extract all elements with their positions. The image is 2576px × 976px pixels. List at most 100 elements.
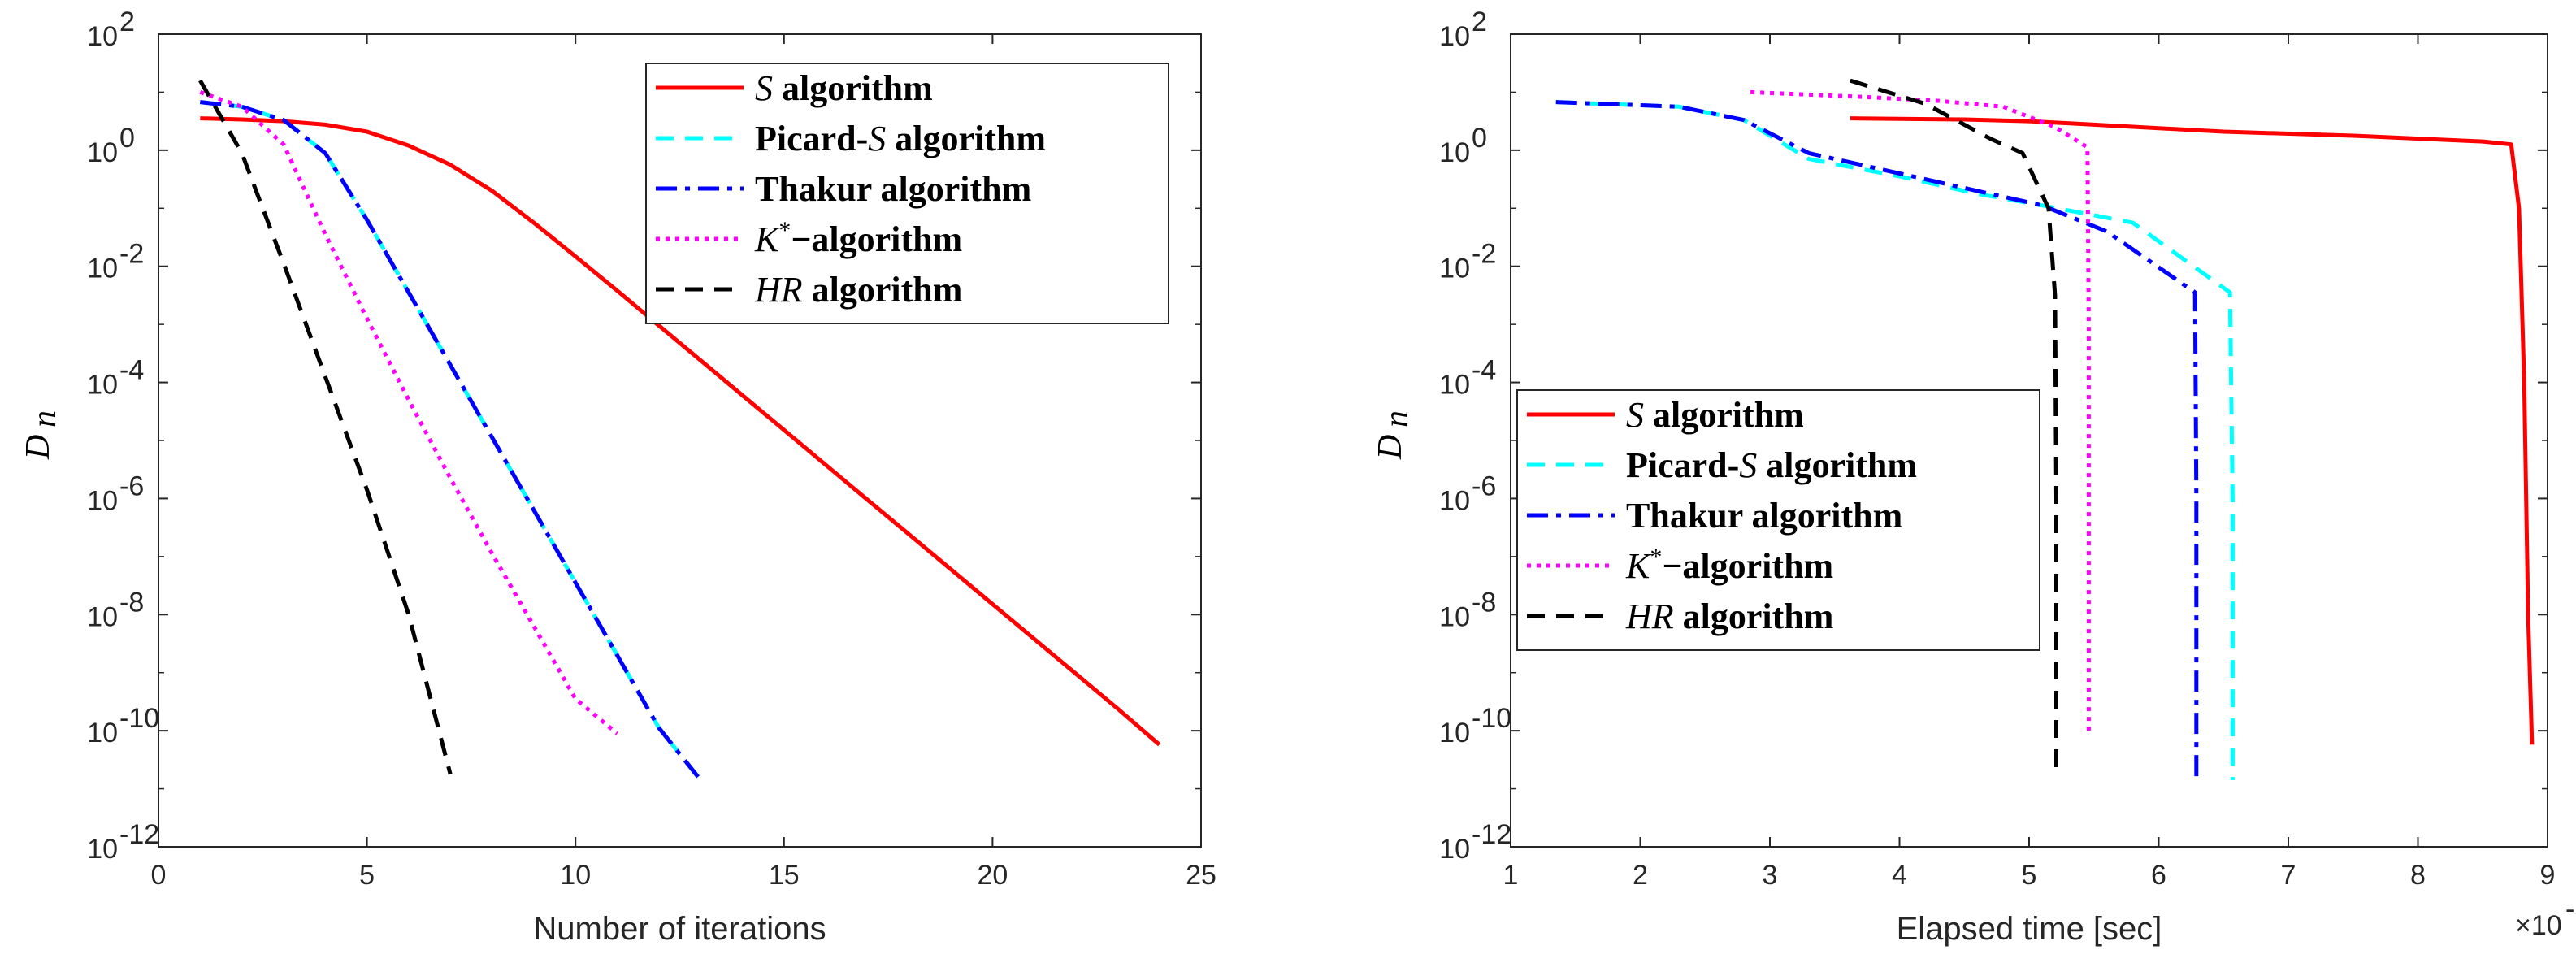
x-tick-label: 9	[2540, 860, 2556, 891]
x-tick-label: 0	[151, 860, 167, 891]
y-tick-label: 10 -12	[1439, 819, 1511, 865]
y-axis-label-main: D	[1372, 435, 1409, 460]
y-tick-base: 10	[1439, 601, 1470, 632]
x-tick-label: 6	[2151, 860, 2166, 891]
legend-label-part: algorithm	[803, 270, 963, 310]
y-tick-base: 10	[87, 601, 118, 632]
y-tick-base: 10	[87, 834, 118, 865]
x-multiplier-exponent: -3	[2565, 894, 2576, 925]
legend-item: K*−algorithm	[1527, 544, 1833, 587]
y-tick-base: 10	[1439, 834, 1470, 865]
y-tick-base: 10	[87, 254, 118, 284]
legend-label: S algorithm	[1626, 395, 1804, 435]
legend-item: Picard-S algorithm	[656, 119, 1046, 158]
x-tick-label: 7	[2281, 860, 2296, 891]
y-tick-base: 10	[87, 370, 118, 401]
legend-label: S algorithm	[755, 68, 933, 108]
x-tick-label: 4	[1892, 860, 1907, 891]
legend-label: K*−algorithm	[754, 217, 962, 260]
y-tick-label: 10 -10	[87, 703, 159, 748]
y-tick-base: 10	[87, 137, 118, 168]
series-line-thakur-algorithm	[200, 100, 703, 782]
legend-item: HR algorithm	[1527, 596, 1833, 636]
y-tick-exponent: 2	[119, 7, 135, 37]
x-axis-multiplier: ×10-3	[2515, 894, 2576, 941]
legend-label-part: Picard-	[755, 119, 868, 158]
y-tick-label: 10 -2	[1439, 239, 1496, 284]
x-tick-label: 20	[977, 860, 1008, 891]
legend-label: Picard-S algorithm	[755, 119, 1046, 158]
y-tick-label: 10 -10	[1439, 703, 1511, 748]
legend-label-part: Picard-	[1626, 445, 1739, 485]
y-axis-label-main: D	[20, 435, 57, 460]
y-tick-exponent: -8	[1472, 587, 1496, 618]
y-tick-base: 10	[87, 485, 118, 516]
x-tick-label: 1	[1503, 860, 1519, 891]
legend-label: Picard-S algorithm	[1626, 445, 1917, 485]
legend-label-part: K	[1625, 546, 1652, 586]
y-tick-exponent: -2	[119, 239, 144, 270]
y-axis-label: Dn	[20, 410, 63, 460]
y-tick-label: 10 -12	[87, 819, 159, 865]
y-tick-exponent: 0	[1472, 123, 1487, 154]
y-axis-label-sub: n	[1378, 410, 1416, 427]
series-line-k-algorithm	[199, 90, 619, 735]
y-tick-base: 10	[1439, 718, 1470, 748]
y-tick-label: 10 -8	[1439, 587, 1496, 632]
legend-label-part: Thakur algorithm	[755, 169, 1031, 209]
x-multiplier-base: ×10	[2515, 910, 2562, 941]
y-tick-label: 10 2	[87, 7, 135, 52]
y-axis-label: Dn	[1372, 410, 1416, 460]
legend-label: K*−algorithm	[1625, 544, 1833, 587]
legend-label-part: Thakur algorithm	[1626, 496, 1902, 536]
legend-label-part: K	[754, 219, 781, 259]
x-tick-label: 15	[769, 860, 800, 891]
legend-label-part: −algorithm	[1662, 546, 1833, 586]
legend-label: Thakur algorithm	[755, 169, 1031, 209]
y-tick-base: 10	[87, 718, 118, 748]
x-tick-label: 5	[359, 860, 375, 891]
legend-label: Thakur algorithm	[1626, 496, 1902, 536]
y-tick-base: 10	[1439, 485, 1470, 516]
y-tick-exponent: -8	[119, 587, 144, 618]
x-tick-label: 2	[1633, 860, 1648, 891]
legend-label: HR algorithm	[754, 270, 962, 310]
x-tick-label: 10	[560, 860, 591, 891]
y-tick-label: 10 -8	[87, 587, 144, 632]
y-axis-label-sub: n	[26, 410, 63, 427]
y-tick-exponent: -10	[119, 703, 159, 734]
y-tick-base: 10	[1439, 137, 1470, 168]
legend-item: K*−algorithm	[656, 217, 962, 260]
legend-label: HR algorithm	[1625, 596, 1833, 636]
y-tick-exponent: -4	[1472, 355, 1496, 386]
y-tick-exponent: -2	[1472, 239, 1496, 270]
series-line-hr-algorithm	[198, 79, 453, 775]
y-tick-label: 10 -2	[87, 239, 144, 284]
legend-label-part: algorithm	[773, 68, 933, 108]
legend-label-part: algorithm	[1757, 445, 1917, 485]
y-tick-label: 10 0	[87, 123, 135, 168]
legend-item: Thakur algorithm	[1527, 496, 1902, 536]
x-tick-label: 3	[1763, 860, 1778, 891]
legend-item: HR algorithm	[656, 270, 962, 310]
legend-label-part: *	[778, 217, 791, 244]
series-line-s-algorithm	[1850, 116, 2535, 745]
y-tick-exponent: -6	[1472, 471, 1496, 501]
x-tick-label: 5	[2022, 860, 2037, 891]
y-tick-exponent: -12	[119, 819, 159, 850]
legend-box	[645, 63, 1169, 324]
series-group	[198, 79, 1161, 782]
legend-label-part: *	[1650, 544, 1662, 570]
legend-item: S algorithm	[656, 68, 933, 108]
legend-item: S algorithm	[1527, 395, 1804, 435]
legend-label-part: S	[1626, 395, 1644, 435]
series-group	[1555, 78, 2535, 780]
legend-label-part: −algorithm	[791, 219, 962, 259]
y-tick-label: 10 2	[1439, 7, 1487, 52]
legend-label-part: S	[868, 119, 886, 158]
x-axis-label: Elapsed time [sec]	[1897, 911, 2162, 947]
legend-label-part: HR	[1625, 596, 1674, 636]
